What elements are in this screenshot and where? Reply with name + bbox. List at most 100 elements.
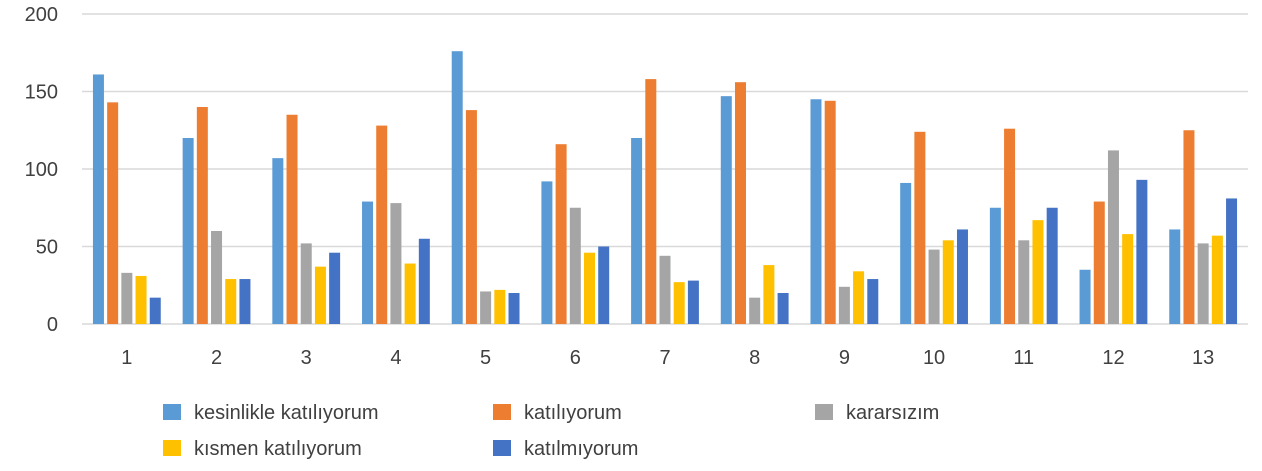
bar-2-cat-10 bbox=[914, 131, 926, 324]
bar-5-cat-7 bbox=[687, 280, 699, 324]
bar-4-cat-4 bbox=[404, 263, 416, 324]
bar-5-cat-13 bbox=[1226, 198, 1238, 324]
bar-2-cat-3 bbox=[286, 114, 298, 324]
x-tick-label: 12 bbox=[1102, 347, 1124, 369]
bar-2-cat-5 bbox=[465, 110, 477, 324]
bar-2-cat-13 bbox=[1183, 130, 1195, 324]
bar-4-cat-2 bbox=[225, 279, 237, 324]
bar-5-cat-11 bbox=[1046, 207, 1058, 324]
bar-1-cat-9 bbox=[810, 99, 822, 324]
x-tick-label: 6 bbox=[570, 347, 581, 369]
bar-3-cat-5 bbox=[480, 291, 492, 324]
legend-label: kesinlikle katılıyorum bbox=[194, 402, 379, 424]
legend-swatch bbox=[815, 404, 833, 420]
bar-1-cat-13 bbox=[1169, 229, 1181, 324]
legend-item-1: kesinlikle katılıyorum bbox=[163, 402, 379, 424]
x-tick-label: 2 bbox=[211, 347, 222, 369]
bar-4-cat-11 bbox=[1032, 220, 1044, 324]
bar-2-cat-9 bbox=[824, 100, 836, 324]
legend: kesinlikle katılıyorum katılıyorum kararsı… bbox=[163, 402, 939, 460]
bar-3-cat-10 bbox=[928, 249, 940, 324]
y-tick-label: 150 bbox=[25, 82, 58, 104]
bar-3-cat-9 bbox=[838, 286, 850, 324]
x-axis-ticks: 1 2 3 4 5 6 7 8 9 10 11 12 13 bbox=[121, 347, 1214, 369]
bar-4-cat-12 bbox=[1122, 234, 1134, 324]
legend-label: kısmen katılıyorum bbox=[194, 438, 362, 460]
bar-3-cat-4 bbox=[390, 203, 402, 324]
legend-item-5: katılmıyorum bbox=[493, 438, 638, 460]
x-tick-label: 10 bbox=[923, 347, 945, 369]
bar-2-cat-8 bbox=[734, 82, 746, 324]
x-tick-label: 5 bbox=[480, 347, 491, 369]
bar-1-cat-5 bbox=[451, 51, 463, 324]
bar-3-cat-7 bbox=[659, 255, 671, 324]
legend-swatch bbox=[163, 440, 181, 456]
bar-1-cat-2 bbox=[182, 138, 194, 324]
bar-1-cat-3 bbox=[272, 158, 284, 324]
bar-4-cat-13 bbox=[1211, 235, 1223, 324]
x-tick-label: 7 bbox=[659, 347, 670, 369]
bar-1-cat-1 bbox=[92, 74, 104, 324]
bar-4-cat-1 bbox=[135, 275, 147, 324]
bar-3-cat-2 bbox=[211, 231, 223, 324]
bar-5-cat-5 bbox=[508, 293, 520, 324]
legend-label: katılıyorum bbox=[524, 402, 622, 424]
x-tick-label: 9 bbox=[839, 347, 850, 369]
bar-1-cat-8 bbox=[720, 96, 732, 325]
bar-2-cat-4 bbox=[376, 125, 388, 324]
bar-1-cat-12 bbox=[1079, 269, 1091, 324]
bar-4-cat-10 bbox=[942, 240, 954, 324]
bar-3-cat-11 bbox=[1018, 240, 1030, 324]
bar-5-cat-1 bbox=[149, 297, 161, 324]
bar-2-cat-1 bbox=[107, 102, 119, 324]
bar-5-cat-6 bbox=[598, 246, 610, 324]
bar-1-cat-6 bbox=[541, 181, 553, 324]
x-tick-label: 3 bbox=[301, 347, 312, 369]
bar-5-cat-12 bbox=[1136, 179, 1148, 324]
bar-4-cat-5 bbox=[494, 289, 506, 324]
legend-item-2: katılıyorum bbox=[493, 402, 622, 424]
x-tick-label: 8 bbox=[749, 347, 760, 369]
bar-2-cat-6 bbox=[555, 144, 567, 324]
bar-5-cat-9 bbox=[867, 279, 879, 324]
bar-2-cat-2 bbox=[196, 107, 208, 324]
legend-label: kararsızım bbox=[846, 402, 939, 424]
bar-5-cat-8 bbox=[777, 293, 789, 324]
bar-4-cat-8 bbox=[763, 265, 775, 324]
legend-swatch bbox=[163, 404, 181, 420]
bar-3-cat-12 bbox=[1107, 150, 1119, 324]
x-tick-label: 4 bbox=[390, 347, 401, 369]
bar-4-cat-9 bbox=[853, 271, 865, 324]
bar-3-cat-8 bbox=[749, 297, 761, 324]
y-tick-label: 0 bbox=[47, 314, 58, 336]
bar-5-cat-3 bbox=[329, 252, 341, 324]
y-tick-label: 50 bbox=[36, 237, 58, 259]
legend-label: katılmıyorum bbox=[524, 438, 638, 460]
bar-3-cat-6 bbox=[569, 207, 581, 324]
y-tick-label: 100 bbox=[25, 159, 58, 181]
bar-3-cat-3 bbox=[300, 243, 312, 324]
bar-2-cat-7 bbox=[645, 79, 657, 324]
bar-1-cat-7 bbox=[631, 138, 643, 324]
legend-item-3: kararsızım bbox=[815, 402, 939, 424]
bar-1-cat-11 bbox=[989, 207, 1001, 324]
x-tick-label: 13 bbox=[1192, 347, 1214, 369]
bar-5-cat-10 bbox=[956, 229, 968, 324]
bar-5-cat-2 bbox=[239, 279, 251, 324]
bar-1-cat-10 bbox=[900, 182, 912, 324]
bar-2-cat-11 bbox=[1004, 128, 1016, 324]
legend-swatch bbox=[493, 440, 511, 456]
bar-4-cat-7 bbox=[673, 282, 685, 324]
x-tick-label: 11 bbox=[1013, 347, 1034, 369]
bar-2-cat-12 bbox=[1093, 201, 1105, 324]
bar-4-cat-6 bbox=[584, 252, 596, 324]
y-tick-label: 200 bbox=[25, 4, 58, 26]
bar-4-cat-3 bbox=[314, 266, 326, 324]
bar-3-cat-13 bbox=[1197, 243, 1209, 324]
y-axis-ticks: 0 50 100 150 200 bbox=[25, 4, 58, 336]
bars bbox=[92, 51, 1238, 325]
x-tick-label: 1 bbox=[121, 347, 132, 369]
legend-item-4: kısmen katılıyorum bbox=[163, 438, 362, 460]
